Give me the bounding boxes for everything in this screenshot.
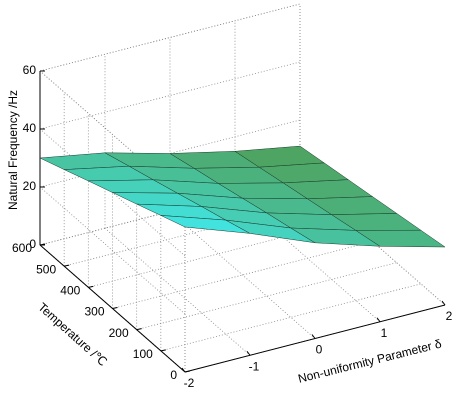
grid-line xyxy=(104,227,251,356)
y-tick xyxy=(160,349,166,352)
y-tick-label: 100 xyxy=(133,347,153,361)
x-tick-label: 0 xyxy=(316,343,323,357)
x-tick-label: 2 xyxy=(446,309,453,323)
z-tick-label: 40 xyxy=(23,121,37,135)
x-tick xyxy=(376,317,381,323)
y-tick xyxy=(112,307,118,309)
z-tick-label: 60 xyxy=(23,63,37,77)
x-tick-label: -2 xyxy=(184,376,195,390)
y-axis xyxy=(39,244,186,373)
surface-patch xyxy=(354,229,446,248)
y-tick xyxy=(136,328,142,331)
y-tick xyxy=(39,243,46,246)
grid-line xyxy=(160,283,421,352)
y-tick xyxy=(88,285,94,288)
y-tick-label: 200 xyxy=(109,326,129,340)
grid-line xyxy=(169,211,316,339)
z-tick-label: 0 xyxy=(29,237,36,251)
grid-line xyxy=(39,70,186,199)
y-tick-label: 400 xyxy=(60,284,80,298)
y-tick-label: 600 xyxy=(12,241,32,255)
x-axis xyxy=(184,304,446,373)
y-tick xyxy=(64,264,70,267)
z-tick-label: 20 xyxy=(23,179,37,193)
grid-line xyxy=(136,262,397,331)
y-tick-label: 500 xyxy=(36,262,56,276)
x-tick xyxy=(246,350,251,356)
z-axis-label: Natural Frequency /Hz xyxy=(6,90,20,210)
x-tick-label: 1 xyxy=(381,326,388,340)
y-tick-label: 300 xyxy=(84,305,104,319)
x-tick xyxy=(311,334,316,339)
x-tick xyxy=(441,300,446,306)
x-tick-label: -1 xyxy=(249,359,260,373)
grid-line xyxy=(39,61,301,130)
y-tick-label: 0 xyxy=(170,368,177,382)
